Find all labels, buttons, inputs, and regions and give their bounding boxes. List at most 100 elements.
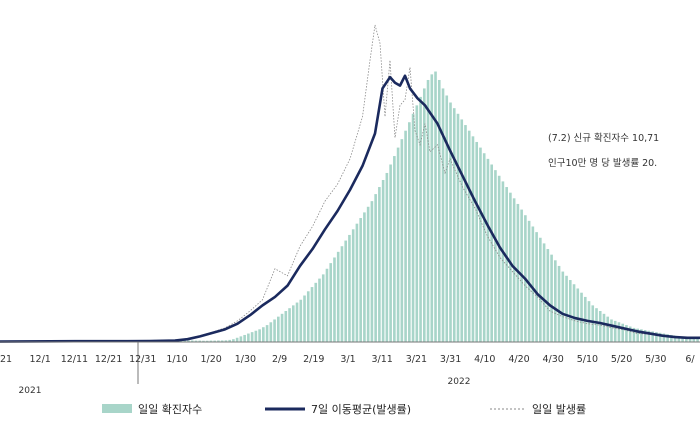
x-tick-label: 21 <box>0 354 12 365</box>
bar <box>546 249 550 342</box>
bar <box>613 320 617 342</box>
x-tick-label: 1/30 <box>235 354 256 365</box>
bar <box>411 113 415 342</box>
bar <box>217 340 220 342</box>
x-tick-label: 12/21 <box>95 354 122 365</box>
bar <box>336 251 340 342</box>
bar <box>426 79 430 342</box>
bar <box>501 181 505 342</box>
legend-rate-label: 일일 발생률 <box>532 402 586 416</box>
annotation-line-2: 인구10만 명 당 발생률 20. <box>548 158 657 169</box>
annotation-line-1: (7.2) 신규 확진자수 10,71 <box>548 132 659 144</box>
daily-rate-line <box>0 24 700 342</box>
bar <box>591 305 595 342</box>
bar <box>363 212 366 342</box>
bar <box>209 340 213 342</box>
bar <box>385 172 389 342</box>
bar <box>460 119 464 343</box>
bar <box>497 175 501 342</box>
bar <box>572 284 576 342</box>
bar <box>228 339 231 342</box>
legend-ma-label: 7일 이동평균(발생률) <box>311 402 411 416</box>
bar <box>202 340 205 342</box>
x-tick-label: 5/10 <box>577 354 598 365</box>
bar <box>696 337 699 342</box>
bar <box>655 332 658 342</box>
bar <box>415 105 419 342</box>
bar <box>318 278 321 342</box>
bar <box>449 102 452 343</box>
bar <box>243 334 246 342</box>
bar <box>310 287 314 342</box>
bar <box>610 319 613 342</box>
x-tick-label: 2/9 <box>272 354 287 365</box>
legend-bars-swatch <box>102 404 132 413</box>
bar <box>340 246 344 342</box>
bar <box>539 237 542 342</box>
bar <box>632 327 636 342</box>
bar <box>565 275 568 342</box>
bar <box>321 274 325 342</box>
bar <box>359 218 362 342</box>
bar <box>262 327 265 342</box>
bar <box>254 330 258 342</box>
x-tick-label: 4/20 <box>508 354 529 365</box>
bar <box>374 194 377 342</box>
bar <box>299 299 303 342</box>
bar <box>351 229 355 342</box>
bar <box>464 125 467 342</box>
legend-bars-label: 일일 확진자수 <box>138 402 202 416</box>
bar <box>430 74 434 342</box>
bar <box>628 326 632 342</box>
bar <box>554 260 557 342</box>
bar <box>692 337 696 342</box>
bar <box>314 282 318 342</box>
bar <box>441 88 445 343</box>
bar <box>329 263 333 342</box>
bar <box>224 340 228 342</box>
x-tick-label: 1/10 <box>166 354 187 365</box>
bar <box>467 130 471 342</box>
bar <box>647 330 651 342</box>
bar <box>456 113 460 342</box>
bar <box>494 170 497 342</box>
year-label-2022: 2022 <box>448 377 471 387</box>
bar <box>598 311 602 342</box>
bar <box>306 291 310 342</box>
bar <box>389 164 392 342</box>
x-tick-label: 5/20 <box>611 354 632 365</box>
bar <box>486 158 490 342</box>
bar <box>396 147 400 342</box>
bar <box>479 147 482 342</box>
bar <box>580 292 583 342</box>
bar <box>643 330 647 342</box>
bar <box>640 329 643 342</box>
bar <box>437 79 441 342</box>
bar <box>187 340 190 342</box>
bar <box>636 328 639 342</box>
x-tick-label: 4/30 <box>543 354 564 365</box>
bar <box>288 308 291 342</box>
bar <box>378 187 381 342</box>
x-tick-label: 3/1 <box>340 354 355 365</box>
bar <box>393 156 396 342</box>
bar <box>295 302 299 342</box>
bar <box>471 136 475 342</box>
bar <box>542 243 546 342</box>
bar <box>284 311 288 342</box>
bar <box>190 340 194 342</box>
bar <box>527 220 531 342</box>
bar <box>535 232 538 342</box>
bar <box>568 280 572 342</box>
bar <box>662 333 666 342</box>
x-tick-label: 3/31 <box>440 354 461 365</box>
x-tick-label: 1/20 <box>201 354 222 365</box>
bar <box>213 340 216 342</box>
bar <box>673 335 677 342</box>
bar <box>681 336 684 342</box>
bar <box>602 313 606 342</box>
bar <box>685 336 688 342</box>
bar <box>658 332 662 342</box>
x-tick-label: 6/ <box>685 354 695 365</box>
bar <box>194 340 198 342</box>
